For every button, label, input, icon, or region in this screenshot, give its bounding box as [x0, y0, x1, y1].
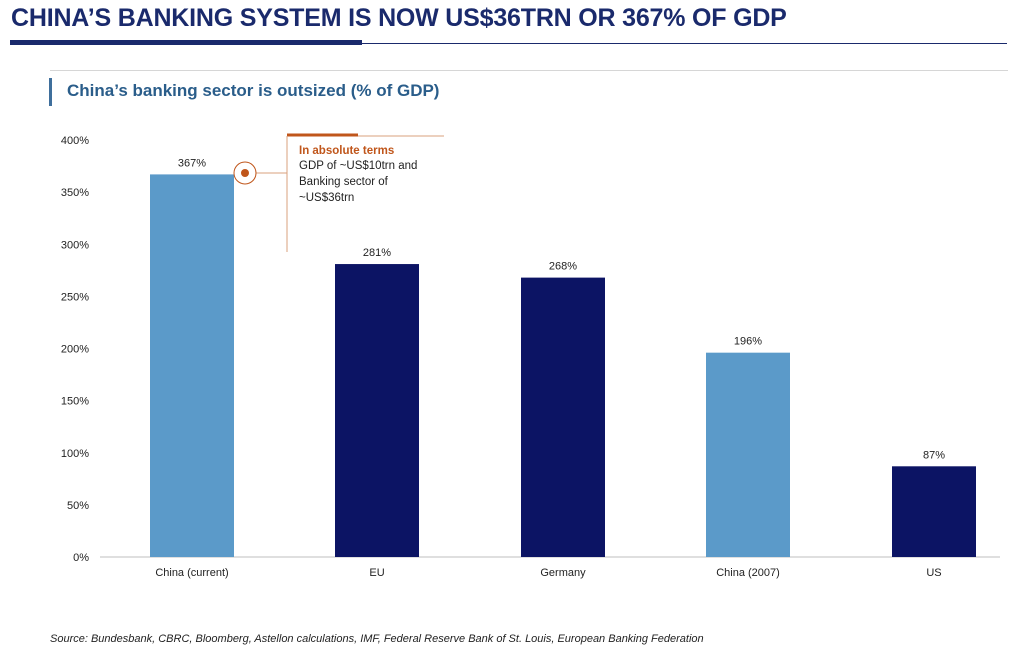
callout-line-1: GDP of ~US$10trn and — [299, 160, 418, 172]
y-tick-label: 0% — [73, 552, 89, 564]
callout-marker-dot — [241, 169, 249, 177]
subtitle-divider — [50, 70, 1008, 71]
y-tick-label: 200% — [61, 344, 89, 356]
data-labels: 367% 281% 268% 196% 87% — [178, 157, 945, 461]
callout-title: In absolute terms — [299, 145, 395, 157]
data-label: 268% — [549, 261, 577, 273]
x-tick-label: US — [926, 567, 941, 579]
y-tick-label: 300% — [61, 239, 89, 251]
callout-line-3: ~US$36trn — [299, 192, 355, 204]
x-tick-label: China (2007) — [716, 567, 780, 579]
bar — [706, 352, 790, 557]
bar — [150, 174, 234, 557]
callout-line-2: Banking sector of — [299, 176, 388, 188]
subtitle-accent-bar — [49, 78, 52, 106]
y-tick-label: 400% — [61, 135, 89, 147]
y-tick-label: 250% — [61, 291, 89, 303]
bar-series — [150, 174, 976, 557]
x-tick-label: China (current) — [155, 567, 228, 579]
bar — [335, 264, 419, 557]
title-underline-thin — [362, 43, 1007, 44]
callout-marker-ring — [233, 161, 257, 185]
data-label: 367% — [178, 157, 206, 169]
y-tick-label: 350% — [61, 187, 89, 199]
title-underline-thick — [10, 40, 362, 45]
chart-subtitle: China’s banking sector is outsized (% of… — [67, 81, 440, 100]
y-axis: 0% 50% 100% 150% 200% 250% 300% 350% 400% — [61, 135, 89, 564]
page-title: CHINA’S BANKING SYSTEM IS NOW US$36TRN O… — [11, 4, 787, 32]
bar — [521, 277, 605, 557]
y-tick-label: 50% — [67, 500, 89, 512]
bar — [892, 466, 976, 557]
data-label: 87% — [923, 449, 945, 461]
x-tick-label: EU — [369, 567, 384, 579]
data-label: 281% — [363, 247, 391, 259]
source-note: Source: Bundesbank, CBRC, Bloomberg, Ast… — [50, 633, 704, 645]
x-tick-label: Germany — [540, 567, 586, 579]
x-axis: China (current) EU Germany China (2007) US — [155, 567, 941, 579]
y-tick-label: 150% — [61, 396, 89, 408]
data-label: 196% — [734, 336, 762, 348]
y-tick-label: 100% — [61, 448, 89, 460]
